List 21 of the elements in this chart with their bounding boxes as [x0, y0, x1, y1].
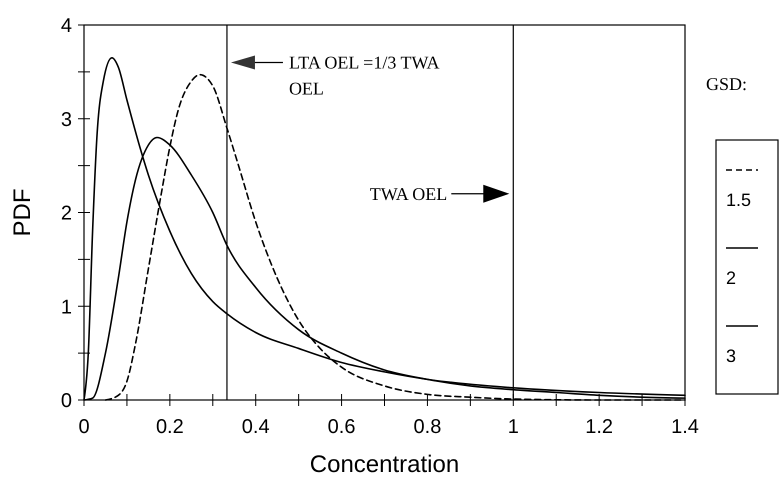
- x-tick-label: 1: [508, 416, 519, 438]
- x-tick-label: 1.4: [671, 416, 699, 438]
- x-axis-title: Concentration: [310, 451, 460, 478]
- annotation: LTA OEL =1/3 TWA OEL: [288, 52, 440, 98]
- x-tick-label: 0.6: [328, 416, 356, 438]
- x-tick-label: 0.2: [156, 416, 184, 438]
- x-tick-label: 0.4: [242, 416, 270, 438]
- x-tick-label: 1.2: [585, 416, 614, 438]
- y-tick-label: 2: [60, 202, 72, 224]
- x-tick-label: 0: [78, 416, 90, 438]
- legend-label: 2: [726, 268, 736, 288]
- y-tick-label: 0: [60, 390, 72, 412]
- y-tick-label: 3: [60, 108, 72, 131]
- annotation: TWA OEL: [370, 184, 448, 204]
- y-tick-label: 4: [60, 15, 72, 37]
- y-tick-label: 1: [60, 296, 72, 318]
- legend-label: 1.5: [726, 190, 752, 210]
- legend-label: 3: [726, 346, 736, 366]
- y-axis-title: PDF: [9, 188, 36, 236]
- x-tick-label: 0.8: [414, 416, 442, 438]
- legend-title: GSD:: [706, 74, 748, 94]
